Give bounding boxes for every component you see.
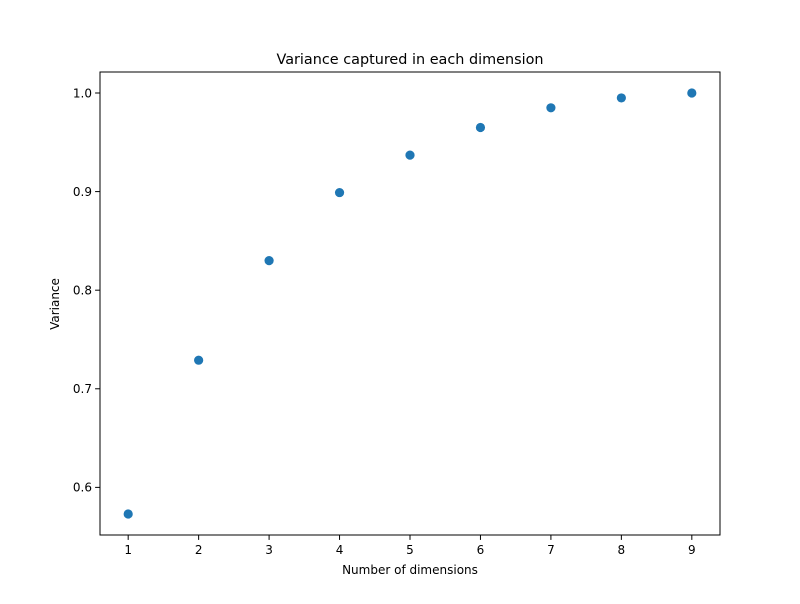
data-point <box>334 187 345 198</box>
x-tick-label: 8 <box>618 543 626 557</box>
x-tick-label: 9 <box>688 543 696 557</box>
data-point <box>123 509 133 519</box>
data-point <box>475 122 486 133</box>
chart-title: Variance captured in each dimension <box>276 52 543 68</box>
plot-frame <box>99 71 721 536</box>
y-tick-label: 0.7 <box>73 382 92 396</box>
data-points <box>123 88 697 519</box>
y-tick-label: 0.8 <box>73 283 92 297</box>
data-point <box>616 93 626 103</box>
axis-ticks: 1 2 3 4 5 6 7 8 9 0.6 0.7 0.8 0.9 1.0 <box>73 86 696 557</box>
x-tick-label: 4 <box>336 543 344 557</box>
y-tick-label: 0.9 <box>73 185 92 199</box>
data-point <box>405 150 415 160</box>
x-tick-label: 2 <box>195 543 203 557</box>
x-tick-label: 7 <box>547 543 555 557</box>
data-point <box>264 256 274 266</box>
x-tick-label: 5 <box>406 543 414 557</box>
data-point <box>687 88 697 98</box>
y-tick-label: 0.6 <box>73 481 92 495</box>
data-point <box>546 103 556 113</box>
y-axis-label: Variance <box>48 278 62 330</box>
data-point <box>194 355 204 365</box>
x-axis-label: Number of dimensions <box>342 563 478 577</box>
x-tick-label: 3 <box>265 543 273 557</box>
x-tick-label: 6 <box>477 543 485 557</box>
x-tick-label: 1 <box>124 543 132 557</box>
y-tick-label: 1.0 <box>73 86 92 100</box>
